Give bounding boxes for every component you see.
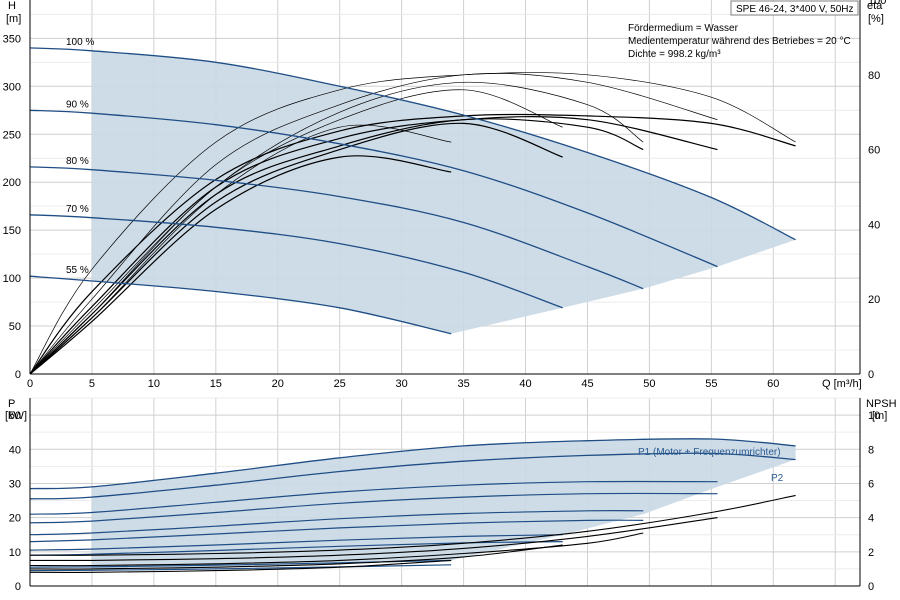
p1-series-label: P1 (Motor + Frequenzumrichter) bbox=[638, 447, 781, 458]
head-curve-label: 70 % bbox=[66, 204, 89, 215]
bottom-tick-labels: 0 10 20 30 40 50 0 2 4 6 8 10 bbox=[9, 410, 881, 593]
bottom-operating-area bbox=[91, 438, 796, 569]
bottom-chart: 0 10 20 30 40 50 0 2 4 6 8 10 P [kW] NPSH [m] P1 (M… bbox=[5, 397, 897, 593]
top-series-labels: 100 % 90 % 80 % 70 % 55 % bbox=[66, 37, 94, 276]
p2-series-label: P2 bbox=[771, 473, 784, 484]
p-tick-label: 20 bbox=[9, 513, 21, 525]
head-curve-label: 90 % bbox=[66, 99, 89, 110]
x-tick-label: 35 bbox=[457, 378, 469, 390]
npsh-curve bbox=[29, 517, 718, 562]
y-tick-label: 200 bbox=[3, 177, 21, 189]
p-axis-unit: [kW] bbox=[5, 410, 27, 422]
x-tick-label: 0 bbox=[27, 378, 33, 390]
title-box bbox=[730, 0, 859, 16]
eta-curve bbox=[29, 72, 796, 375]
eta-curve bbox=[29, 73, 718, 375]
y2-tick-label: 0 bbox=[868, 369, 874, 381]
npsh-curves bbox=[29, 494, 796, 573]
eta-curve bbox=[29, 81, 644, 375]
head-curve-label: 55 % bbox=[66, 265, 89, 276]
eta-curve bbox=[29, 155, 452, 375]
p-tick-label: 10 bbox=[9, 547, 21, 559]
npsh-curve bbox=[29, 494, 796, 556]
npsh-tick-label: 2 bbox=[868, 547, 874, 559]
x-tick-label: 50 bbox=[643, 378, 655, 390]
top-axes bbox=[29, 0, 861, 375]
power-curve bbox=[29, 452, 796, 500]
x-tick-label: 20 bbox=[272, 378, 284, 390]
power-curve bbox=[29, 519, 644, 543]
power-curve bbox=[29, 492, 718, 524]
x-tick-label: 60 bbox=[767, 378, 779, 390]
x-tick-label: 15 bbox=[210, 378, 222, 390]
npsh-curve bbox=[29, 559, 452, 573]
y-tick-label: 350 bbox=[3, 33, 21, 45]
y-tick-label: 300 bbox=[3, 81, 21, 93]
top-chart: 0 5 10 15 20 25 30 35 40 45 50 55 600501001502002503… bbox=[3, 0, 887, 390]
head-curve bbox=[29, 214, 563, 309]
top-tick-labels: 0 5 10 15 20 25 30 35 40 45 50 55 600501001502002503… bbox=[3, 0, 887, 390]
p-axis-name: P bbox=[8, 398, 15, 410]
top-operating-area bbox=[91, 50, 796, 334]
npsh-axis-name: NPSH bbox=[866, 398, 897, 410]
x-tick-label: 25 bbox=[334, 378, 346, 390]
power-curve bbox=[29, 438, 796, 490]
y2-tick-label: 60 bbox=[868, 145, 880, 157]
y2-tick-label: 20 bbox=[868, 294, 880, 306]
y2-tick-label: 100 bbox=[868, 0, 886, 7]
power-curve bbox=[29, 564, 452, 572]
y2-axis-name: eta bbox=[867, 0, 883, 12]
head-curves bbox=[29, 47, 796, 335]
y2-tick-label: 80 bbox=[868, 70, 880, 82]
y-axis-name: H bbox=[8, 0, 16, 12]
chart-title: SPE 46-24, 3*400 V, 50Hz bbox=[736, 4, 854, 15]
eta-curve bbox=[29, 113, 796, 375]
y-tick-label: 250 bbox=[3, 129, 21, 141]
power-curve bbox=[29, 534, 563, 551]
head-curve-label: 100 % bbox=[66, 37, 94, 48]
y2-axis-unit: [%] bbox=[868, 13, 884, 25]
eta-curves bbox=[29, 72, 796, 375]
x-tick-label: 40 bbox=[519, 378, 531, 390]
x-axis-label: Q [m³/h] bbox=[822, 378, 862, 390]
npsh-tick-label: 6 bbox=[868, 478, 874, 490]
npsh-tick-label: 8 bbox=[868, 444, 874, 456]
npsh-tick-label: 0 bbox=[868, 581, 874, 593]
eta-curve bbox=[29, 124, 452, 375]
y-axis-unit: [m] bbox=[6, 13, 21, 25]
npsh-tick-label: 4 bbox=[868, 513, 874, 525]
head-curve bbox=[29, 47, 796, 241]
npsh-tick-label: 10 bbox=[868, 410, 880, 422]
x-tick-label: 30 bbox=[396, 378, 408, 390]
head-curve bbox=[29, 109, 718, 268]
y-tick-label: 0 bbox=[15, 369, 21, 381]
head-curve bbox=[29, 275, 452, 335]
p-tick-label: 50 bbox=[9, 410, 21, 422]
y2-tick-label: 40 bbox=[868, 219, 880, 231]
p-tick-label: 0 bbox=[15, 581, 21, 593]
head-curve-label: 80 % bbox=[66, 156, 89, 167]
bottom-axes bbox=[29, 398, 861, 587]
x-tick-label: 55 bbox=[705, 378, 717, 390]
info-line-3: Dichte = 998.2 kg/m³ bbox=[628, 49, 721, 60]
npsh-axis-unit: [m] bbox=[872, 410, 887, 422]
info-line-2: Medientemperatur während des Betriebes =… bbox=[628, 36, 851, 47]
npsh-curve bbox=[29, 532, 644, 567]
x-tick-label: 45 bbox=[581, 378, 593, 390]
head-curve bbox=[29, 166, 644, 290]
y-tick-label: 100 bbox=[3, 273, 21, 285]
y-tick-label: 50 bbox=[9, 321, 21, 333]
power-curve bbox=[29, 480, 718, 515]
power-curve bbox=[29, 509, 644, 536]
x-tick-label: 5 bbox=[89, 378, 95, 390]
x-tick-label: 10 bbox=[148, 378, 160, 390]
info-line-1: Fördermedium = Wasser bbox=[628, 23, 739, 34]
eta-curve bbox=[29, 89, 563, 375]
p-tick-label: 30 bbox=[9, 478, 21, 490]
npsh-curve bbox=[29, 544, 563, 570]
p-tick-label: 40 bbox=[9, 444, 21, 456]
y-tick-label: 150 bbox=[3, 225, 21, 237]
eta-curve bbox=[29, 116, 718, 375]
